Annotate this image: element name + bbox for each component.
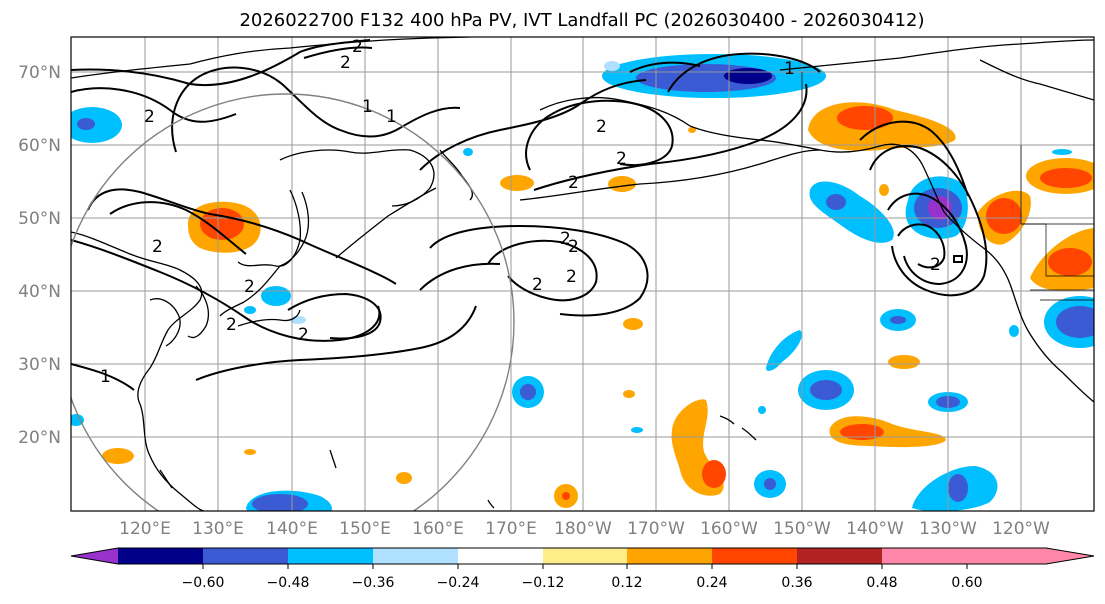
lon-tick-label: 180°W <box>554 519 612 539</box>
lon-tick-label: 150°W <box>773 519 831 539</box>
colorbar-tick-label: 0.12 <box>611 575 642 591</box>
colorbar-extend-left <box>71 548 118 564</box>
contour-label: 2 <box>298 325 309 345</box>
colorbar-ticks <box>202 564 968 569</box>
colorbar-tick-label: 0.36 <box>781 575 812 591</box>
colorbar-segment <box>288 548 373 564</box>
colorbar-segment <box>373 548 458 564</box>
graticule <box>71 37 1094 511</box>
figure-title: 2026022700 F132 400 hPa PV, IVT Landfall… <box>239 10 924 31</box>
map-frame <box>70 36 1095 512</box>
lat-tick-label: 40°N <box>18 282 61 302</box>
colorbar-segment <box>797 548 882 564</box>
contour-label: 2 <box>340 53 351 73</box>
lon-tick-label: 170°E <box>485 519 537 539</box>
latitude-tick-labels: 70°N 60°N 50°N 40°N 30°N 20°N <box>18 63 61 448</box>
shade-positive-subtropics <box>102 127 946 508</box>
shade-negative-far-west <box>71 107 122 143</box>
contour-label: 1 <box>784 59 795 79</box>
colorbar-segment <box>118 548 203 564</box>
lon-tick-label: 130°W <box>919 519 977 539</box>
contour-label: 2 <box>930 255 941 275</box>
map-panel: 2 2 2 1 1 2 2 2 1 2 2 2 2 2 2 2 2 2 1 <box>70 36 1095 512</box>
shade-positive-canada <box>1026 149 1094 194</box>
shade-positive-mid-d <box>623 390 635 398</box>
shade-negative-arctic <box>602 54 826 98</box>
shade-positive-mid-c <box>623 318 643 330</box>
shade-positive-japan <box>188 201 261 253</box>
lon-tick-label: 120°E <box>119 519 171 539</box>
shade-negative-subtropics <box>71 309 1019 511</box>
colorbar-segment <box>203 548 288 564</box>
shade-negative-mid-dot <box>463 148 473 156</box>
contour-label: 2 <box>568 173 579 193</box>
contour-label: 2 <box>352 37 363 57</box>
shade-positive-mid-b <box>608 176 636 192</box>
lon-tick-label: 120°W <box>992 519 1050 539</box>
contour-label: 1 <box>362 97 373 117</box>
pv-anomaly-shading <box>71 54 1094 511</box>
lon-tick-label: 130°E <box>192 519 244 539</box>
contour-label: 2 <box>560 229 571 249</box>
colorbar-extend-right <box>967 548 1094 564</box>
lat-tick-label: 30°N <box>18 355 61 375</box>
contour-label: 2 <box>152 237 163 257</box>
contour-label: 2 <box>566 267 577 287</box>
colorbar-tick-label: 0.60 <box>951 575 982 591</box>
lon-tick-label: 140°W <box>846 519 904 539</box>
colorbar-segment <box>712 548 797 564</box>
lat-tick-label: 70°N <box>18 63 61 83</box>
colorbar-tick-label: 0.24 <box>696 575 727 591</box>
lon-tick-label: 170°W <box>627 519 685 539</box>
colorbar-outline <box>70 547 1095 565</box>
lon-tick-label: 160°E <box>412 519 464 539</box>
contour-label: 2 <box>616 149 627 169</box>
shade-negative-central-north <box>809 181 894 243</box>
shade-negative-japan-dot <box>244 306 256 314</box>
colorbar-tick-labels: −0.60 −0.48 −0.36 −0.24 −0.12 0.12 0.24 … <box>182 575 983 591</box>
lat-tick-label: 20°N <box>18 428 61 448</box>
distance-circle <box>71 93 515 511</box>
contour-labels: 2 2 2 1 1 2 2 2 1 2 2 2 2 2 2 2 2 2 1 <box>100 37 941 387</box>
shade-positive-mid-a <box>500 175 534 191</box>
shade-negative-us <box>1044 296 1094 348</box>
colorbar-tick-label: −0.48 <box>267 575 310 591</box>
lon-tick-label: 150°E <box>339 519 391 539</box>
contour-label: 1 <box>386 107 397 127</box>
contour-label: 2 <box>532 275 543 295</box>
contour-label: 1 <box>100 367 111 387</box>
colorbar-segment <box>627 548 712 564</box>
contour-label: 2 <box>568 237 579 257</box>
shade-negative-japan-small <box>261 286 291 306</box>
contour-label: 2 <box>226 315 237 335</box>
lon-tick-label: 140°E <box>266 519 318 539</box>
lon-tick-label: 160°W <box>700 519 758 539</box>
colorbar-tick-label: −0.24 <box>437 575 480 591</box>
lat-tick-label: 60°N <box>18 136 61 156</box>
colorbar-tick-label: −0.60 <box>182 575 225 591</box>
contour-label: 2 <box>144 107 155 127</box>
colorbar: −0.60 −0.48 −0.36 −0.24 −0.12 0.12 0.24 … <box>70 547 1095 591</box>
colorbar-tick-label: −0.12 <box>522 575 565 591</box>
lat-tick-label: 50°N <box>18 209 61 229</box>
colorbar-segment <box>458 548 543 564</box>
pv-contours <box>71 39 988 391</box>
colorbar-segment <box>543 548 627 564</box>
colorbar-tick-label: 0.48 <box>866 575 897 591</box>
colorbar-segment <box>882 548 967 564</box>
colorbar-tick-label: −0.36 <box>352 575 395 591</box>
contour-label: 2 <box>596 117 607 137</box>
longitude-tick-labels: 120°E 130°E 140°E 150°E 160°E 170°E 180°… <box>119 519 1050 539</box>
contour-label: 2 <box>244 277 255 297</box>
